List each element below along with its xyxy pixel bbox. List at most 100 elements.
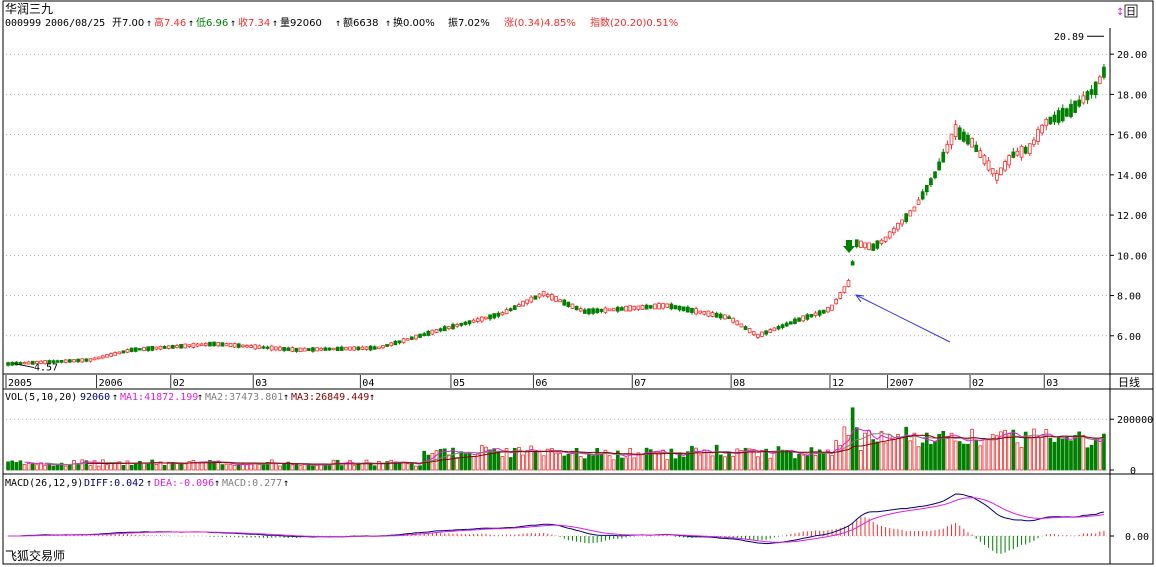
up-candle: [879, 239, 884, 244]
macd-dea: DEA:-0.096: [154, 478, 214, 489]
up-candle: [63, 359, 68, 363]
up-candle: [203, 342, 208, 346]
down-candle: [171, 345, 175, 349]
vol-ma3-line: [86, 434, 1104, 465]
up-candle: [183, 343, 188, 349]
volume-bar: [904, 426, 909, 471]
up-candle: [302, 347, 307, 352]
up-candle: [999, 167, 1003, 176]
down-candle: [129, 347, 134, 352]
volume-bar: [867, 430, 871, 471]
volume-bar: [480, 445, 484, 471]
volume-bar: [599, 453, 604, 471]
volume-bar: [455, 457, 459, 471]
down-candle: [335, 346, 340, 351]
up-candle: [578, 308, 583, 312]
down-candle: [817, 310, 822, 316]
up-arrow-icon: ↑: [335, 18, 341, 29]
down-candle: [306, 348, 311, 351]
volume-bar: [838, 445, 843, 471]
down-candle: [780, 324, 785, 329]
volume-bar: [768, 457, 773, 471]
up-candle: [706, 310, 711, 317]
down-candle: [1048, 116, 1053, 125]
macd-axis-ticks: 0.00: [6, 532, 1149, 543]
macd-value: MACD:0.277: [222, 478, 282, 489]
up-candle: [113, 352, 118, 356]
vol-ma2: MA2:37473.801: [205, 392, 283, 403]
volume-bar: [859, 450, 863, 471]
volume-bar: [578, 456, 583, 471]
volume-bar: [529, 445, 534, 471]
up-candle: [315, 347, 319, 352]
volume-bar: [632, 457, 637, 471]
down-candle: [648, 305, 653, 309]
volume-bar: [6, 461, 10, 471]
volume-bar: [756, 456, 760, 471]
up-candle: [154, 346, 159, 350]
volume-bar: [554, 452, 558, 471]
volume-bar: [257, 464, 262, 471]
up-candle: [521, 300, 525, 307]
volume-bar: [191, 460, 196, 471]
volume-bar: [63, 465, 68, 471]
down-candle: [1069, 103, 1073, 118]
volume-bar: [850, 407, 855, 471]
down-candle: [933, 171, 937, 179]
up-candle: [525, 299, 530, 304]
volume-bar: [290, 464, 295, 471]
up-candle: [723, 314, 727, 320]
down-candle: [30, 360, 35, 365]
volume-bar: [179, 463, 183, 471]
down-candle: [1089, 89, 1094, 95]
volume-bar: [986, 438, 991, 471]
down-candle: [261, 346, 266, 349]
up-candle: [760, 331, 764, 337]
up-candle: [331, 347, 336, 351]
volume-axis-ticks: 200000 0: [6, 415, 1153, 477]
up-candle: [401, 338, 406, 343]
volume-bar: [319, 464, 324, 471]
up-arrow-icon: ↑: [283, 392, 289, 403]
up-candle: [430, 329, 435, 335]
up-candle: [751, 331, 756, 336]
volume-bar: [735, 448, 740, 471]
up-candle: [653, 303, 657, 310]
time-tick-label: 03: [255, 378, 267, 389]
volume-bar: [611, 459, 616, 471]
up-candle: [434, 329, 439, 333]
down-candle: [220, 342, 225, 347]
volume-bar: [784, 449, 789, 471]
volume-bar: [706, 452, 711, 471]
down-candle: [150, 345, 155, 351]
volume-bar: [883, 442, 888, 471]
volume-bar: [488, 449, 492, 471]
volume-bar: [381, 463, 385, 471]
up-candle: [838, 292, 843, 299]
volume-bar: [1081, 435, 1086, 471]
volume-bar: [657, 451, 661, 471]
volume-bar: [401, 462, 406, 471]
volume-bar: [727, 451, 731, 471]
volume-bar: [603, 449, 608, 471]
down-candle: [47, 360, 52, 364]
volume-bar: [566, 454, 571, 471]
volume-bar: [1019, 447, 1024, 471]
volume-bar: [434, 450, 439, 471]
up-candle: [290, 347, 295, 352]
volume-bar: [521, 454, 525, 471]
down-candle: [875, 240, 880, 249]
down-candle: [776, 326, 781, 330]
volume-bar: [912, 432, 917, 471]
volume-bar: [302, 464, 307, 471]
down-candle: [714, 312, 719, 318]
volume-bar: [545, 448, 550, 471]
down-candle: [920, 191, 925, 200]
volume-bar: [1036, 436, 1040, 471]
volume-bar: [966, 443, 970, 471]
down-candle: [929, 178, 933, 186]
volume-bar: [175, 463, 179, 471]
period-switch-icon[interactable]: 日 ↕: [1116, 4, 1138, 18]
